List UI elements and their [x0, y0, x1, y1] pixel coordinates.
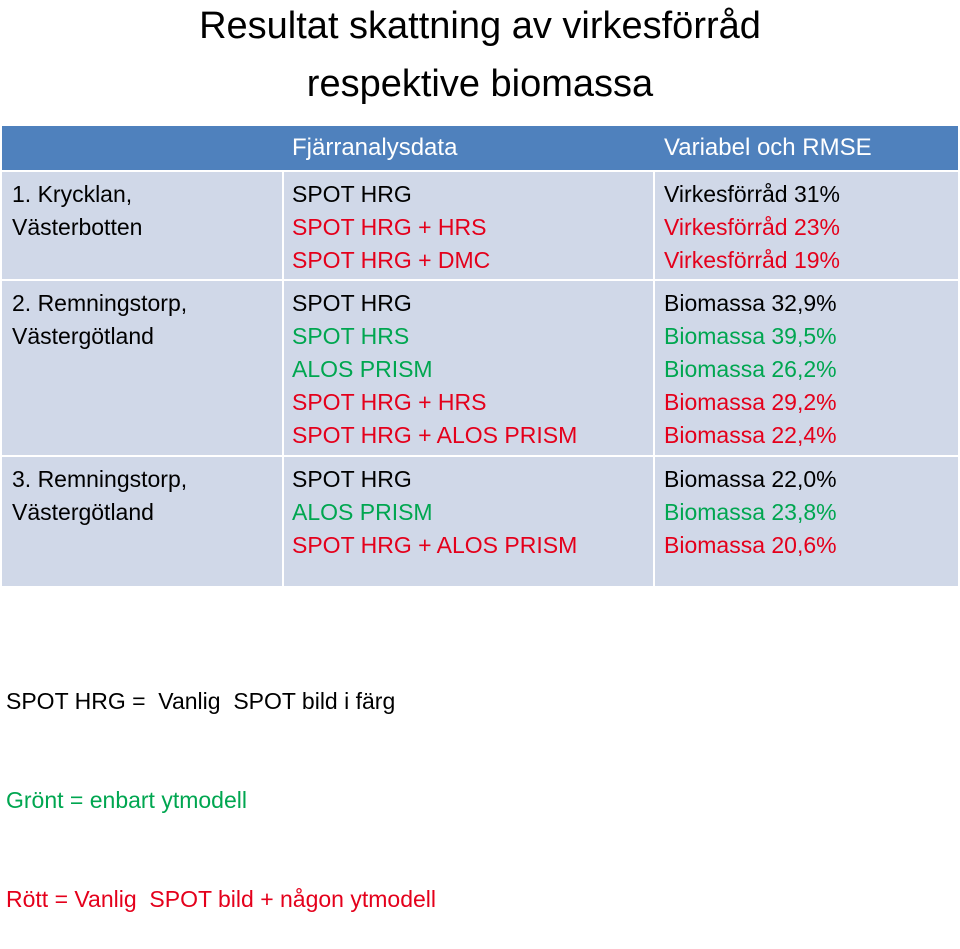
region-name: 1. Krycklan,	[12, 181, 133, 207]
region-province: Västergötland	[12, 499, 154, 525]
sensor-item: SPOT HRG + DMC	[292, 247, 491, 273]
legend-item-red: Rött = Vanlig SPOT bild + någon ytmodell	[6, 886, 437, 912]
sensor-cell: SPOT HRG SPOT HRS ALOS PRISM SPOT HRG + …	[292, 287, 577, 452]
header-variable-rmse: Variabel och RMSE	[664, 134, 872, 161]
table-row-2: 2. Remningstorp, Västergötland SPOT HRG …	[2, 281, 958, 455]
result-cell: Biomassa 32,9% Biomassa 39,5% Biomassa 2…	[664, 287, 837, 452]
result-item: Virkesförråd 19%	[664, 247, 840, 273]
sensor-item: SPOT HRG + ALOS PRISM	[292, 532, 578, 558]
region-name: 3. Remningstorp,	[12, 466, 188, 492]
result-item: Biomassa 22,0%	[664, 466, 837, 492]
sensor-item: SPOT HRG	[292, 290, 412, 316]
result-item: Biomassa 26,2%	[664, 356, 837, 382]
legend-item-green: Grönt = enbart ytmodell	[6, 787, 247, 813]
page-title: Resultat skattning av virkesförråd respe…	[0, 0, 960, 110]
result-cell: Biomassa 22,0% Biomassa 23,8% Biomassa 2…	[664, 463, 837, 562]
header-remote-sensing-data: Fjärranalysdata	[292, 134, 458, 161]
legend-item-spot-hrg: SPOT HRG = Vanlig SPOT bild i färg	[6, 688, 396, 714]
result-item: Biomassa 32,9%	[664, 290, 837, 316]
page-title-line-2: respektive biomassa	[306, 63, 654, 105]
result-item: Biomassa 22,4%	[664, 422, 837, 448]
table-row-1: 1. Krycklan, Västerbotten SPOT HRG SPOT …	[2, 172, 958, 279]
result-item: Biomassa 39,5%	[664, 323, 837, 349]
region-province: Västergötland	[12, 323, 154, 349]
sensor-item: SPOT HRG + HRS	[292, 389, 487, 415]
legend: SPOT HRG = Vanlig SPOT bild i färg Grönt…	[6, 619, 436, 949]
region-name: 2. Remningstorp,	[12, 290, 188, 316]
result-item: Biomassa 23,8%	[664, 499, 837, 525]
region-cell: 1. Krycklan, Västerbotten	[12, 178, 142, 244]
result-item: Biomassa 20,6%	[664, 532, 837, 558]
column-divider	[653, 170, 655, 586]
sensor-item: SPOT HRG + HRS	[292, 214, 487, 240]
sensor-cell: SPOT HRG ALOS PRISM SPOT HRG + ALOS PRIS…	[292, 463, 577, 562]
table-row-3: 3. Remningstorp, Västergötland SPOT HRG …	[2, 457, 958, 586]
region-province: Västerbotten	[12, 214, 143, 240]
result-item: Virkesförråd 23%	[664, 214, 840, 240]
page-title-line-1: Resultat skattning av virkesförråd	[199, 5, 761, 47]
region-cell: 2. Remningstorp, Västergötland	[12, 287, 187, 353]
sensor-item: SPOT HRG + ALOS PRISM	[292, 422, 578, 448]
sensor-item: SPOT HRG	[292, 466, 412, 492]
sensor-cell: SPOT HRG SPOT HRG + HRS SPOT HRG + DMC	[292, 178, 490, 277]
result-item: Virkesförråd 31%	[664, 181, 840, 207]
result-cell: Virkesförråd 31% Virkesförråd 23% Virkes…	[664, 178, 840, 277]
results-table: Fjärranalysdata Variabel och RMSE 1. Kry…	[2, 126, 958, 586]
table-header-row: Fjärranalysdata Variabel och RMSE	[2, 126, 958, 170]
region-cell: 3. Remningstorp, Västergötland	[12, 463, 187, 529]
sensor-item: SPOT HRG	[292, 181, 412, 207]
sensor-item: ALOS PRISM	[292, 499, 433, 525]
sensor-item: SPOT HRS	[292, 323, 410, 349]
result-item: Biomassa 29,2%	[664, 389, 837, 415]
sensor-item: ALOS PRISM	[292, 356, 433, 382]
column-divider	[282, 170, 284, 586]
